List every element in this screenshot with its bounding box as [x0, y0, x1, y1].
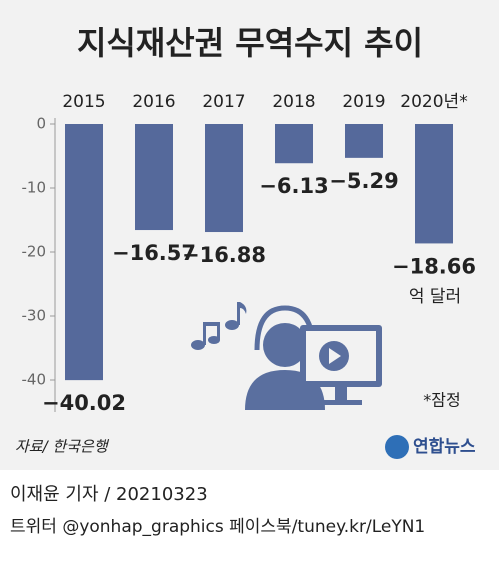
x-tick-label: 2018 [272, 92, 315, 112]
value-label: −5.29 [329, 169, 398, 193]
logo: 연합뉴스 [413, 436, 476, 457]
x-tick-label: 2016 [132, 92, 175, 112]
bar [275, 124, 313, 164]
value-label: −40.02 [42, 391, 126, 415]
bar [345, 124, 383, 158]
bar [205, 124, 243, 233]
chart-title: 지식재산권 무역수지 추이 [77, 24, 423, 62]
y-tick-label: -10 [22, 179, 47, 197]
music-icon [191, 302, 382, 410]
bar [415, 124, 453, 244]
social: 트위터 @yonhap_graphics 페이스북/tuney.kr/LeYN1 [10, 517, 425, 537]
credit: 이재윤 기자 / 20210323 [10, 484, 208, 505]
x-tick-label: 2017 [202, 92, 245, 112]
note: *잠정 [423, 391, 460, 410]
y-tick-label: -40 [22, 371, 47, 389]
logo-mark [385, 435, 409, 459]
y-tick-label: -30 [22, 307, 47, 325]
x-tick-label: 2019 [342, 92, 385, 112]
value-label: −18.66 [392, 254, 476, 278]
value-label: −6.13 [259, 174, 328, 198]
unit: 억 달러 [409, 287, 461, 307]
bar [135, 124, 173, 231]
x-tick-label: 2020년* [400, 92, 467, 112]
y-tick-label: 0 [36, 115, 46, 133]
bar [65, 124, 103, 381]
source: 자료/ 한국은행 [15, 438, 110, 456]
x-tick-label: 2015 [62, 92, 105, 112]
value-label: −16.88 [182, 243, 266, 267]
y-tick-label: -20 [22, 243, 47, 261]
value-label: −16.57 [112, 241, 196, 265]
